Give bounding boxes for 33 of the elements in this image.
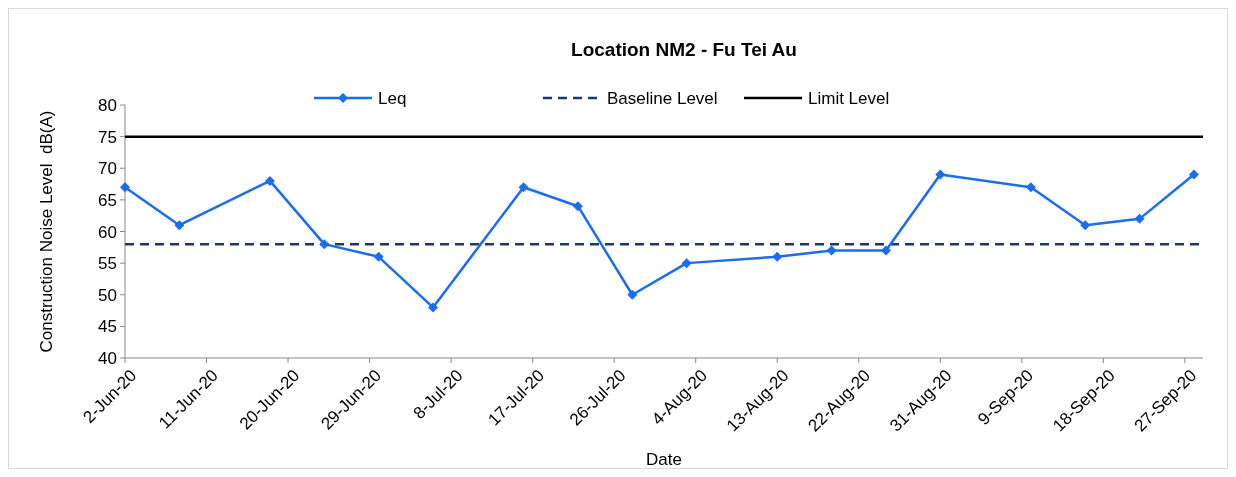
y-tick-label: 60 (98, 222, 117, 242)
y-tick-label: 75 (98, 127, 117, 147)
point (518, 182, 529, 193)
y-tick-label: 50 (98, 285, 117, 305)
legend-label: Baseline Level (607, 89, 718, 108)
point (572, 201, 583, 212)
point (627, 289, 638, 300)
legend-label: Limit Level (808, 89, 890, 108)
y-axis-title: Construction Noise Level dB(A) (37, 110, 56, 353)
y-tick-label: 70 (98, 159, 117, 179)
point (174, 220, 185, 231)
point (1188, 169, 1199, 180)
y-tick-label: 80 (98, 96, 117, 115)
point (319, 239, 330, 250)
point (120, 182, 130, 193)
point (935, 169, 946, 180)
point (1080, 220, 1091, 231)
y-tick-label: 65 (98, 190, 117, 210)
point (772, 251, 783, 262)
point (1134, 213, 1145, 224)
y-tick-label: 55 (98, 254, 117, 274)
point (428, 302, 438, 313)
legend-label: Leq (378, 89, 407, 108)
point (880, 245, 891, 256)
chart-title: Location NM2 - Fu Tei Au (571, 39, 797, 60)
y-tick-label: 40 (98, 349, 117, 368)
point (681, 258, 692, 269)
x-axis-title: Date (646, 450, 682, 469)
point (373, 251, 384, 262)
point (264, 175, 275, 186)
point (1025, 182, 1036, 193)
point (826, 245, 837, 256)
y-tick-label: 45 (98, 317, 117, 337)
